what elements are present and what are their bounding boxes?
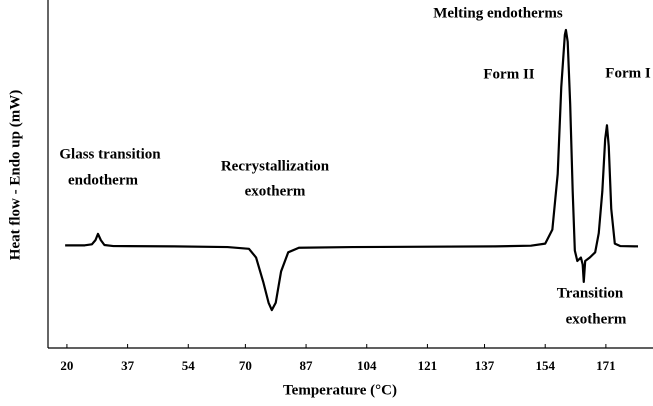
x-tick-label: 137 <box>475 358 495 373</box>
annotation: Glass transition <box>59 146 161 162</box>
x-tick-label: 171 <box>596 358 616 373</box>
x-tick-label: 70 <box>239 358 252 373</box>
annotation: exotherm <box>566 311 627 327</box>
x-tick-label: 20 <box>60 358 73 373</box>
annotation: Melting endotherms <box>433 5 563 21</box>
y-axis-label: Heat flow - Endo up (mW) <box>7 90 23 260</box>
annotation: Recrystallization <box>221 158 330 174</box>
x-tick-label: 87 <box>300 358 314 373</box>
x-tick-label: 54 <box>182 358 196 373</box>
line <box>65 28 639 312</box>
x-tick-label: 104 <box>357 358 377 373</box>
annotation: Form I <box>605 65 651 81</box>
x-axis-label: Temperature (°C) <box>283 382 397 398</box>
annotation: Form II <box>483 66 534 82</box>
x-tick-label: 37 <box>121 358 135 373</box>
x-tick-label: 154 <box>535 358 555 373</box>
x-tick-label: 121 <box>418 358 438 373</box>
annotation: endotherm <box>68 172 138 188</box>
annotation: Transition <box>557 285 624 301</box>
annotation: exotherm <box>245 183 306 199</box>
